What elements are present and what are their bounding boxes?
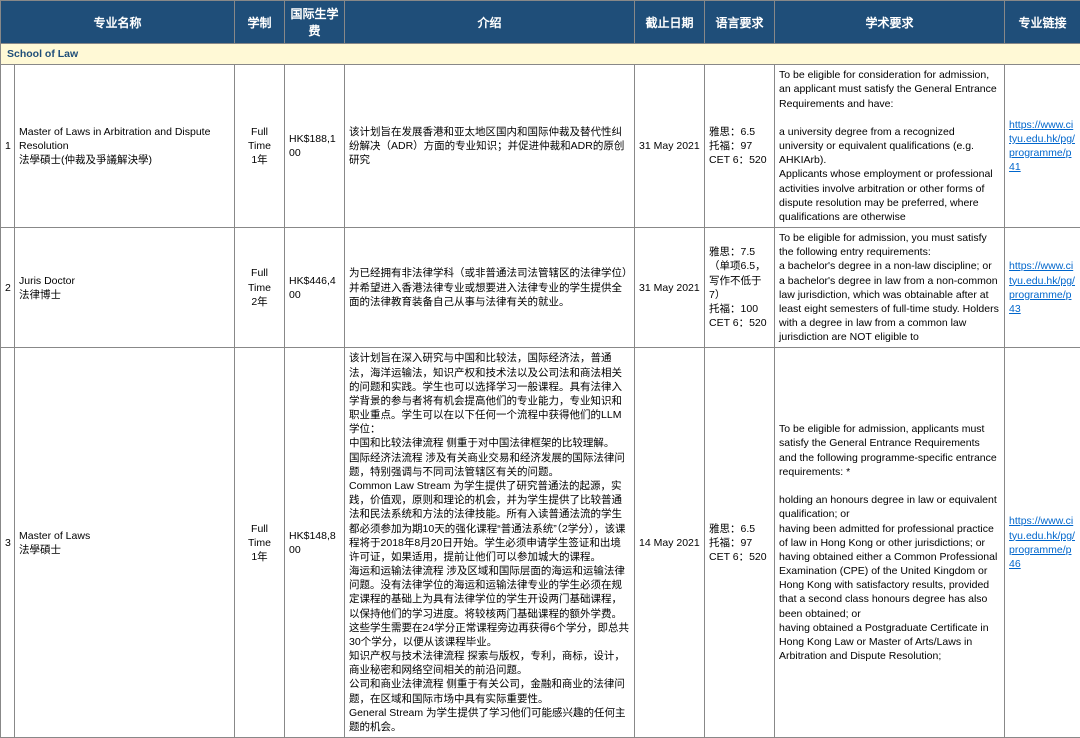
row-index: 3 — [1, 348, 15, 738]
program-link[interactable]: https://www.cityu.edu.hk/pg/programme/p4… — [1009, 119, 1075, 174]
program-link-cell: https://www.cityu.edu.hk/pg/programme/p4… — [1005, 65, 1080, 228]
program-name: Master of Laws法學碩士 — [15, 348, 235, 738]
study-mode: Full Time1年 — [235, 65, 285, 228]
tuition-fee: HK$188,100 — [285, 65, 345, 228]
col-header-intro: 介绍 — [345, 1, 635, 44]
law-programs-table: 专业名称 学制 国际生学费 介绍 截止日期 语言要求 学术要求 专业链接 Sch… — [0, 0, 1080, 738]
language-req: 雅思：6.5托福：97CET 6：520 — [705, 348, 775, 738]
academic-req: To be eligible for consideration for adm… — [775, 65, 1005, 228]
tuition-fee: HK$446,400 — [285, 228, 345, 348]
col-header-acad: 学术要求 — [775, 1, 1005, 44]
tuition-fee: HK$148,800 — [285, 348, 345, 738]
study-mode: Full Time2年 — [235, 228, 285, 348]
table-row: 3Master of Laws法學碩士Full Time1年HK$148,800… — [1, 348, 1080, 738]
program-link[interactable]: https://www.cityu.edu.hk/pg/programme/p4… — [1009, 260, 1075, 315]
program-link-cell: https://www.cityu.edu.hk/pg/programme/p4… — [1005, 228, 1080, 348]
program-intro: 该计划旨在发展香港和亚太地区国内和国际仲裁及替代性纠纷解决（ADR）方面的专业知… — [345, 65, 635, 228]
table-header: 专业名称 学制 国际生学费 介绍 截止日期 语言要求 学术要求 专业链接 — [1, 1, 1080, 44]
deadline: 31 May 2021 — [635, 228, 705, 348]
program-link[interactable]: https://www.cityu.edu.hk/pg/programme/p4… — [1009, 515, 1075, 570]
row-index: 1 — [1, 65, 15, 228]
col-header-fee: 国际生学费 — [285, 1, 345, 44]
col-header-mode: 学制 — [235, 1, 285, 44]
section-label: School of Law — [1, 44, 1080, 65]
deadline: 14 May 2021 — [635, 348, 705, 738]
col-header-name: 专业名称 — [1, 1, 235, 44]
language-req: 雅思：6.5托福：97CET 6：520 — [705, 65, 775, 228]
academic-req: To be eligible for admission, applicants… — [775, 348, 1005, 738]
study-mode: Full Time1年 — [235, 348, 285, 738]
program-name: Master of Laws in Arbitration and Disput… — [15, 65, 235, 228]
deadline: 31 May 2021 — [635, 65, 705, 228]
col-header-deadline: 截止日期 — [635, 1, 705, 44]
academic-req: To be eligible for admission, you must s… — [775, 228, 1005, 348]
table-row: 2Juris Doctor法律博士Full Time2年HK$446,400为已… — [1, 228, 1080, 348]
col-header-link: 专业链接 — [1005, 1, 1080, 44]
program-name: Juris Doctor法律博士 — [15, 228, 235, 348]
program-link-cell: https://www.cityu.edu.hk/pg/programme/p4… — [1005, 348, 1080, 738]
program-intro: 为已经拥有非法律学科（或非普通法司法管辖区的法律学位）并希望进入香港法律专业或想… — [345, 228, 635, 348]
row-index: 2 — [1, 228, 15, 348]
col-header-lang: 语言要求 — [705, 1, 775, 44]
program-intro: 该计划旨在深入研究与中国和比较法，国际经济法，普通法，海洋运输法，知识产权和技术… — [345, 348, 635, 738]
language-req: 雅思：7.5（单项6.5，写作不低于7）托福：100CET 6：520 — [705, 228, 775, 348]
section-row: School of Law — [1, 44, 1080, 65]
table-row: 1Master of Laws in Arbitration and Dispu… — [1, 65, 1080, 228]
table-body: School of Law 1Master of Laws in Arbitra… — [1, 44, 1080, 738]
